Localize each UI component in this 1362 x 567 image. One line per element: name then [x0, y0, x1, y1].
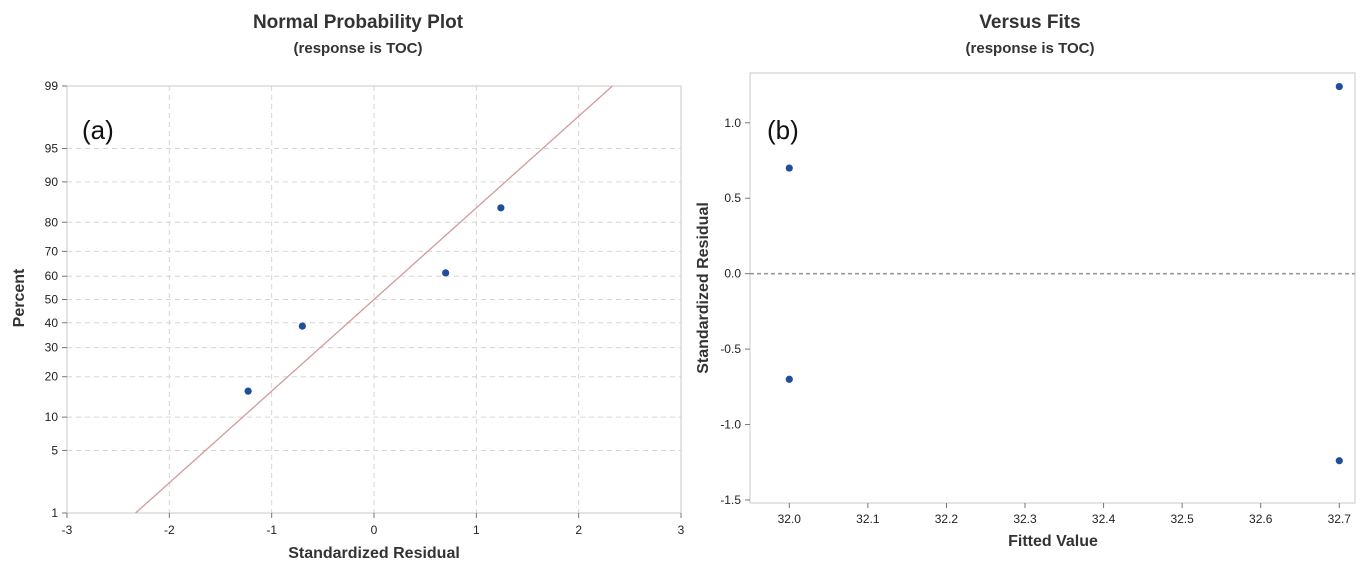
chart-b-x-tick-label: 32.2	[935, 512, 959, 526]
chart-b-x-tick-label: 32.6	[1249, 512, 1273, 526]
chart-a-data-point	[244, 387, 252, 395]
chart-b-data-point	[1335, 457, 1343, 465]
chart-a-y-tick-label: 90	[45, 175, 59, 189]
chart-b-x-tick-label: 32.3	[1013, 512, 1037, 526]
chart-a-title: Normal Probability Plot	[253, 12, 464, 33]
chart-a-y-tick-label: 1	[51, 506, 58, 520]
chart-b-subtitle: (response is TOC)	[966, 40, 1095, 57]
chart-b-x-tick-label: 32.7	[1328, 512, 1352, 526]
chart-a-xlabel: Standardized Residual	[288, 545, 460, 562]
chart-b-y-tick-label: -1.0	[720, 418, 741, 432]
chart-a-y-tick-label: 99	[45, 79, 59, 93]
chart-a-points	[244, 204, 505, 395]
chart-a-x-tick-label: 1	[473, 523, 480, 537]
chart-b-y-tick-label: 1.0	[724, 116, 741, 130]
chart-b-ylabel: Standardized Residual	[695, 202, 712, 374]
chart-b-x-tick-label: 32.0	[778, 512, 802, 526]
chart-a-y-tick-label: 30	[45, 341, 59, 355]
chart-a-ticks: -3 -2 -1 0 1 2 3 1 5 10 20 30 40 50 60 70 80 90 95 99	[45, 79, 685, 537]
chart-a-reference-line	[135, 85, 613, 514]
chart-a-y-tick-label: 40	[45, 316, 59, 330]
chart-b-y-tick-label: 0.0	[724, 267, 741, 281]
chart-b-y-tick-label: 0.5	[724, 191, 741, 205]
chart-a-x-tick-label: -1	[266, 523, 277, 537]
chart-a-y-tick-label: 20	[45, 370, 59, 384]
chart-b-y-tick-label: -0.5	[720, 342, 741, 356]
chart-a-y-tick-label: 70	[45, 244, 59, 258]
chart-a-y-tick-label: 5	[51, 443, 58, 457]
chart-a-x-tick-label: 2	[575, 523, 582, 537]
chart-b-data-point	[1335, 82, 1343, 91]
versus-fits-plot: Versus Fits (response is TOC) Fitted Val…	[695, 12, 1356, 550]
chart-a-ylabel: Percent	[11, 268, 28, 327]
chart-b-ticks: 32.0 32.1 32.2 32.3 32.4 32.5 32.6 32.7 -1.5 -1.0…	[720, 116, 1351, 526]
chart-b-title: Versus Fits	[979, 12, 1080, 33]
normal-probability-plot: Normal Probability Plot (response is TOC…	[11, 12, 685, 562]
chart-a-data-point	[298, 322, 306, 330]
chart-a-x-tick-label: -2	[164, 523, 175, 537]
chart-a-y-tick-label: 80	[45, 215, 59, 229]
chart-a-y-tick-label: 60	[45, 269, 59, 283]
chart-a-data-point	[442, 269, 450, 277]
chart-a-x-tick-label: -3	[62, 523, 73, 537]
chart-a-data-point	[497, 204, 505, 212]
chart-a-y-tick-label: 10	[45, 410, 59, 424]
chart-b-x-tick-label: 32.1	[856, 512, 880, 526]
chart-b-plot-area	[749, 72, 1356, 504]
chart-a-x-tick-label: 3	[678, 523, 685, 537]
chart-b-x-tick-label: 32.5	[1170, 512, 1194, 526]
chart-a-y-tick-label: 95	[45, 142, 59, 156]
chart-b-xlabel: Fitted Value	[1008, 533, 1098, 550]
chart-b-panel-label: (b)	[767, 115, 799, 145]
chart-a-x-tick-label: 0	[371, 523, 378, 537]
chart-b-points	[785, 82, 1343, 465]
chart-b-data-point	[785, 375, 793, 383]
chart-a-subtitle: (response is TOC)	[294, 40, 423, 57]
chart-b-y-tick-label: -1.5	[720, 493, 741, 507]
chart-b-data-point	[785, 164, 793, 172]
chart-b-x-tick-label: 32.4	[1092, 512, 1116, 526]
chart-a-y-tick-label: 50	[45, 293, 59, 307]
chart-a-panel-label: (a)	[82, 115, 114, 145]
